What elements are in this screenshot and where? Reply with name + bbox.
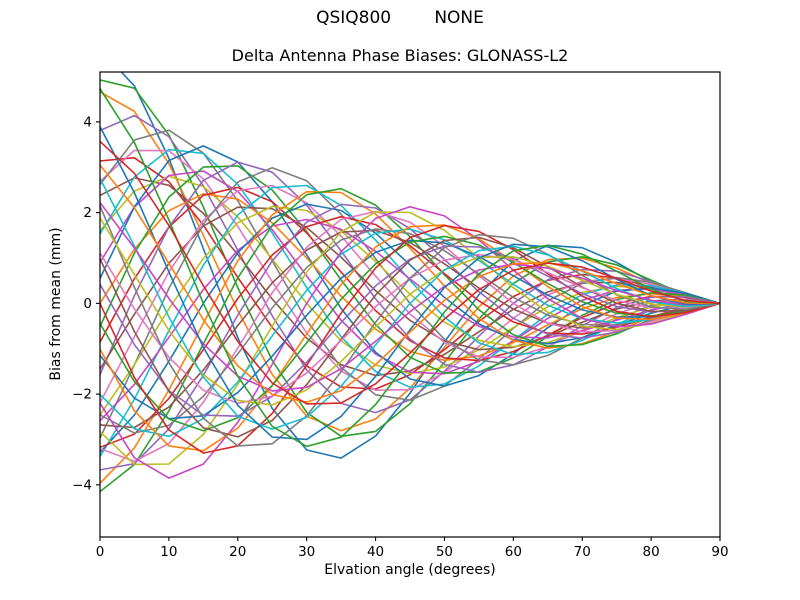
bias-curve [100, 206, 720, 370]
bias-curve [100, 236, 720, 438]
series-group [100, 72, 720, 493]
x-tick-label: 60 [505, 544, 522, 560]
bias-curve [100, 177, 720, 377]
x-axis-label: Elvation angle (degrees) [324, 562, 496, 578]
axes-title: Delta Antenna Phase Biases: GLONASS-L2 [231, 46, 569, 65]
bias-curve [100, 224, 720, 452]
y-axis-label: Bias from mean (mm) [48, 227, 64, 381]
y-tick-label: −4 [72, 477, 92, 493]
x-tick-label: 90 [711, 544, 728, 560]
bias-curve [100, 148, 720, 389]
bias-curve [100, 125, 720, 441]
y-tick-label: 0 [83, 296, 92, 312]
bias-curve [100, 206, 720, 479]
bias-curve [100, 211, 720, 466]
bias-curve [100, 161, 720, 376]
bias-curve [100, 87, 720, 448]
x-tick-label: 0 [96, 544, 105, 560]
bias-curve [100, 228, 720, 434]
bias-curve [100, 210, 720, 463]
y-tick-label: 4 [83, 114, 92, 130]
figure-suptitle: QSIQ800 NONE [316, 8, 484, 28]
y-tick-label: 2 [83, 205, 92, 221]
bias-curve [100, 224, 720, 454]
bias-curve [100, 245, 720, 418]
y-tick-label: −2 [72, 387, 92, 403]
bias-curve [100, 79, 720, 438]
bias-curve [100, 175, 720, 375]
x-tick-label: 10 [160, 544, 177, 560]
x-tick-label: 70 [574, 544, 591, 560]
x-tick-label: 20 [229, 544, 246, 560]
x-tick-label: 40 [367, 544, 384, 560]
bias-curve [100, 140, 720, 405]
bias-curve [100, 177, 720, 431]
x-tick-label: 50 [436, 544, 453, 560]
bias-curve [100, 201, 720, 392]
bias-curve [100, 217, 720, 406]
bias-curve [100, 193, 720, 362]
x-tick-label: 80 [643, 544, 660, 560]
bias-curve [100, 165, 720, 375]
bias-curve [100, 164, 720, 404]
bias-curve [120, 72, 720, 459]
bias-curve [100, 91, 720, 432]
plot-border [99, 71, 721, 538]
x-tick-label: 30 [298, 544, 315, 560]
bias-curve [100, 235, 720, 432]
